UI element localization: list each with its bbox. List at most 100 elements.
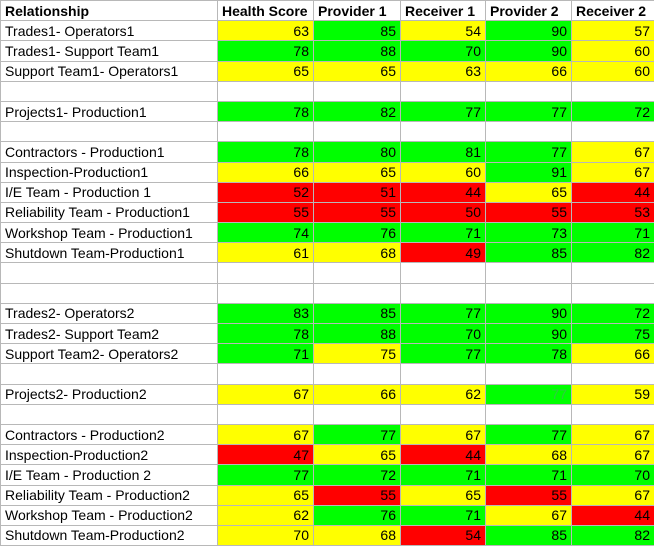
provider-2-cell[interactable]: 65	[485, 181, 572, 203]
provider-1-cell[interactable]: 85	[313, 302, 401, 325]
relationship-cell[interactable]: I/E Team - Production 1	[0, 181, 218, 203]
empty-cell[interactable]	[0, 403, 218, 425]
provider-2-cell[interactable]: 85	[485, 524, 572, 546]
empty-cell[interactable]	[400, 282, 486, 304]
empty-cell[interactable]	[217, 262, 314, 284]
health-score-cell[interactable]: 71	[217, 343, 314, 365]
health-score-cell[interactable]: 62	[217, 504, 314, 526]
header-provider-1[interactable]: Provider 1	[313, 0, 401, 22]
receiver-2-cell[interactable]: 60	[571, 60, 654, 82]
provider-2-cell[interactable]: 67	[485, 504, 572, 526]
receiver-1-cell[interactable]: 44	[400, 444, 486, 466]
provider-2-cell[interactable]: 73	[485, 222, 572, 244]
provider-1-cell[interactable]: 88	[313, 40, 401, 62]
receiver-2-cell[interactable]: 72	[571, 100, 654, 123]
health-score-cell[interactable]: 74	[217, 222, 314, 244]
empty-cell[interactable]	[313, 363, 401, 385]
receiver-2-cell[interactable]: 82	[571, 242, 654, 264]
empty-cell[interactable]	[217, 80, 314, 102]
receiver-2-cell[interactable]: 67	[571, 423, 654, 446]
empty-cell[interactable]	[485, 121, 572, 143]
relationship-cell[interactable]: Contractors - Production1	[0, 141, 218, 163]
relationship-cell[interactable]: Workshop Team - Production1	[0, 222, 218, 244]
empty-cell[interactable]	[400, 403, 486, 425]
health-score-cell[interactable]: 63	[217, 20, 314, 42]
relationship-cell[interactable]: Support Team1- Operators1	[0, 60, 218, 82]
header-relationship[interactable]: Relationship	[0, 0, 218, 22]
empty-cell[interactable]	[0, 121, 218, 143]
receiver-1-cell[interactable]: 60	[400, 161, 486, 183]
empty-cell[interactable]	[485, 363, 572, 385]
provider-1-cell[interactable]: 68	[313, 524, 401, 546]
provider-2-cell[interactable]: 90	[485, 322, 572, 345]
provider-2-cell[interactable]: 85	[485, 242, 572, 264]
health-score-cell[interactable]: 78	[217, 40, 314, 62]
receiver-2-cell[interactable]: 44	[571, 181, 654, 203]
relationship-cell[interactable]: Reliability Team - Production1	[0, 201, 218, 224]
provider-1-cell[interactable]: 77	[313, 423, 401, 446]
header-health-score[interactable]: Health Score	[217, 0, 314, 22]
empty-cell[interactable]	[485, 282, 572, 304]
receiver-1-cell[interactable]: 54	[400, 20, 486, 42]
receiver-2-cell[interactable]: 70	[571, 464, 654, 486]
empty-cell[interactable]	[571, 121, 654, 143]
provider-1-cell[interactable]: 65	[313, 161, 401, 183]
relationship-cell[interactable]: Support Team2- Operators2	[0, 343, 218, 365]
health-score-cell[interactable]: 67	[217, 383, 314, 405]
relationship-cell[interactable]: Trades1- Support Team1	[0, 40, 218, 62]
empty-cell[interactable]	[217, 403, 314, 425]
health-score-cell[interactable]: 65	[217, 60, 314, 82]
relationship-cell[interactable]: Shutdown Team-Production2	[0, 524, 218, 546]
health-score-cell[interactable]: 52	[217, 181, 314, 203]
receiver-2-cell[interactable]: 53	[571, 201, 654, 224]
receiver-1-cell[interactable]: 71	[400, 464, 486, 486]
empty-cell[interactable]	[313, 80, 401, 102]
provider-2-cell[interactable]: 77	[485, 383, 572, 405]
empty-cell[interactable]	[571, 363, 654, 385]
header-receiver-2[interactable]: Receiver 2	[571, 0, 654, 22]
provider-1-cell[interactable]: 80	[313, 141, 401, 163]
provider-1-cell[interactable]: 72	[313, 464, 401, 486]
provider-1-cell[interactable]: 55	[313, 201, 401, 224]
relationship-cell[interactable]: Trades2- Support Team2	[0, 322, 218, 345]
relationship-cell[interactable]: Shutdown Team-Production1	[0, 242, 218, 264]
receiver-1-cell[interactable]: 65	[400, 484, 486, 506]
receiver-2-cell[interactable]: 67	[571, 141, 654, 163]
provider-2-cell[interactable]: 77	[485, 141, 572, 163]
health-score-cell[interactable]: 78	[217, 322, 314, 345]
empty-cell[interactable]	[571, 262, 654, 284]
empty-cell[interactable]	[571, 80, 654, 102]
receiver-1-cell[interactable]: 62	[400, 383, 486, 405]
provider-1-cell[interactable]: 75	[313, 343, 401, 365]
health-score-cell[interactable]: 77	[217, 464, 314, 486]
relationship-cell[interactable]: Trades2- Operators2	[0, 302, 218, 325]
receiver-1-cell[interactable]: 50	[400, 201, 486, 224]
health-score-cell[interactable]: 83	[217, 302, 314, 325]
receiver-2-cell[interactable]: 72	[571, 302, 654, 325]
receiver-2-cell[interactable]: 71	[571, 222, 654, 244]
receiver-2-cell[interactable]: 60	[571, 40, 654, 62]
receiver-1-cell[interactable]: 81	[400, 141, 486, 163]
empty-cell[interactable]	[571, 403, 654, 425]
receiver-1-cell[interactable]: 71	[400, 222, 486, 244]
relationship-cell[interactable]: I/E Team - Production 2	[0, 464, 218, 486]
health-score-cell[interactable]: 78	[217, 100, 314, 123]
relationship-cell[interactable]: Workshop Team - Production2	[0, 504, 218, 526]
provider-2-cell[interactable]: 90	[485, 40, 572, 62]
header-provider-2[interactable]: Provider 2	[485, 0, 572, 22]
health-score-cell[interactable]: 47	[217, 444, 314, 466]
provider-2-cell[interactable]: 90	[485, 20, 572, 42]
provider-1-cell[interactable]: 82	[313, 100, 401, 123]
provider-1-cell[interactable]: 85	[313, 20, 401, 42]
provider-2-cell[interactable]: 77	[485, 100, 572, 123]
provider-2-cell[interactable]: 91	[485, 161, 572, 183]
provider-2-cell[interactable]: 77	[485, 423, 572, 446]
health-score-cell[interactable]: 61	[217, 242, 314, 264]
provider-1-cell[interactable]: 66	[313, 383, 401, 405]
empty-cell[interactable]	[0, 282, 218, 304]
relationship-cell[interactable]: Projects2- Production2	[0, 383, 218, 405]
empty-cell[interactable]	[400, 262, 486, 284]
provider-1-cell[interactable]: 76	[313, 504, 401, 526]
receiver-1-cell[interactable]: 77	[400, 100, 486, 123]
receiver-1-cell[interactable]: 70	[400, 322, 486, 345]
